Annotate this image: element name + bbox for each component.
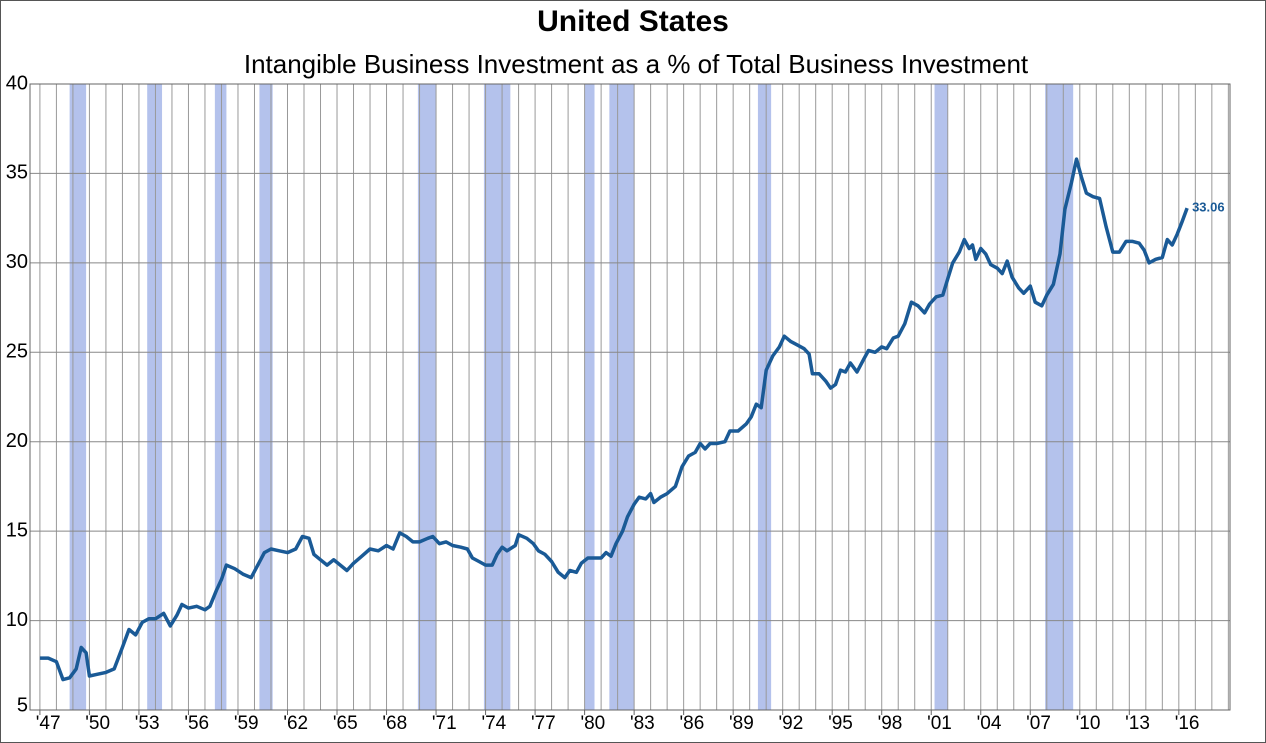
y-tick-label: 25: [6, 341, 28, 363]
x-tick-label: '89: [729, 713, 754, 734]
y-tick-label: 40: [6, 72, 28, 94]
y-tick-label: 20: [6, 430, 28, 452]
x-tick-label: '80: [580, 713, 605, 734]
x-tick-label: '07: [1026, 713, 1051, 734]
y-tick-label: 5: [17, 694, 28, 716]
y-tick-label: 10: [6, 609, 28, 631]
x-tick-label: '56: [184, 713, 209, 734]
chart-title: United States: [537, 5, 729, 38]
grid-layer: [29, 83, 1231, 711]
x-tick-label: '74: [481, 713, 506, 734]
x-tick-label: '53: [135, 713, 160, 734]
x-tick-label: '13: [1125, 713, 1150, 734]
plot-border: [29, 83, 1231, 711]
x-tick-label: '47: [36, 713, 61, 734]
x-tick-label: '16: [1175, 713, 1200, 734]
x-tick-label: '10: [1076, 713, 1101, 734]
x-tick-label: '92: [779, 713, 804, 734]
x-tick-label: '50: [85, 713, 110, 734]
label-layer: 5 10 15 20 25 30 35 40 '47 '50 '53 '56 '59 '62 '65 '68 '…: [6, 72, 1225, 734]
x-tick-label: '65: [333, 713, 358, 734]
series-line: [39, 157, 1189, 682]
shading-layer: [69, 84, 1074, 710]
x-tick-label: '59: [234, 713, 259, 734]
recession-band: [609, 84, 635, 710]
recession-band: [1045, 84, 1074, 710]
x-tick-label: '71: [432, 713, 457, 734]
recession-band: [417, 84, 437, 710]
recession-band: [69, 84, 87, 710]
y-tick-label: 15: [6, 519, 28, 541]
x-tick-label: '86: [680, 713, 705, 734]
recession-band: [757, 84, 772, 710]
x-tick-label: '98: [878, 713, 903, 734]
recession-band: [147, 84, 163, 710]
y-tick-label: 35: [6, 162, 28, 184]
y-tick-label: 30: [6, 251, 28, 273]
x-tick-label: '83: [630, 713, 655, 734]
x-tick-label: '62: [283, 713, 308, 734]
x-tick-label: '04: [977, 713, 1002, 734]
recession-band: [483, 84, 511, 710]
x-tick-label: '01: [927, 713, 952, 734]
recession-band: [584, 84, 595, 710]
end-value-label: 33.06: [1192, 200, 1225, 215]
recession-band: [934, 84, 948, 710]
line-layer: [39, 157, 1189, 682]
x-tick-label: '68: [382, 713, 407, 734]
chart-subtitle: Intangible Business Investment as a % of…: [244, 49, 1029, 79]
recession-band: [214, 84, 227, 710]
x-tick-label: '95: [828, 713, 853, 734]
x-tick-label: '77: [531, 713, 556, 734]
